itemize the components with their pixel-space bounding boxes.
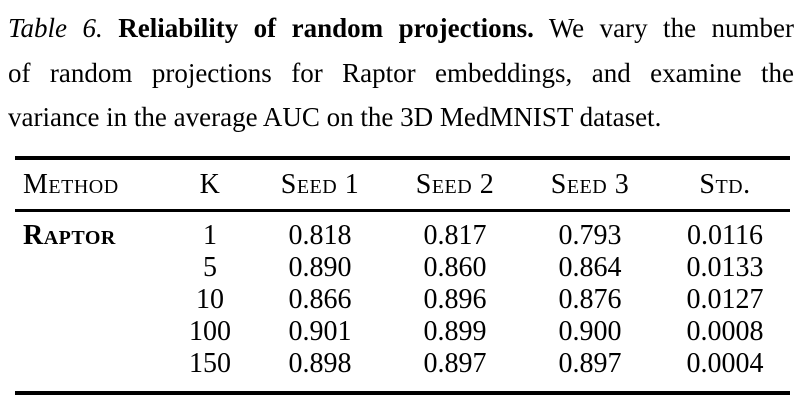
cell-std: 0.0004: [686, 348, 764, 379]
table-caption: Table 6. Reliability of random projectio…: [8, 6, 794, 140]
cell-seed3: 0.900: [558, 316, 622, 347]
cell-std: 0.0116: [687, 220, 763, 251]
cell-seed3: 0.876: [558, 284, 622, 315]
caption-text-start: We vary the number: [548, 13, 794, 43]
cell-std: 0.0133: [686, 252, 764, 283]
table-row: 5 0.890 0.860 0.864 0.0133: [15, 252, 790, 284]
cell-seed2: 0.817: [423, 220, 487, 251]
cell-k: 1: [203, 220, 217, 251]
table-row: 10 0.866 0.896 0.876 0.0127: [15, 284, 790, 316]
cell-method: [15, 252, 170, 284]
cell-method: Raptor: [23, 220, 116, 251]
table-row: Raptor 1 0.818 0.817 0.793 0.0116: [15, 211, 790, 253]
cell-std: 0.0008: [686, 316, 764, 347]
header-row: Method K Seed 1 Seed 2 Seed 3 Std.: [15, 156, 790, 212]
cell-seed3: 0.793: [558, 220, 622, 251]
cell-seed2: 0.860: [423, 252, 487, 283]
header-cell-seed1: Seed 1: [250, 156, 390, 212]
header-cell-seed3: Seed 3: [520, 156, 660, 212]
header-cell-method: Method: [15, 156, 170, 212]
cell-method: [15, 284, 170, 316]
cell-k: 10: [196, 284, 224, 315]
cell-seed1: 0.890: [288, 252, 352, 283]
results-table: Method K Seed 1 Seed 2 Seed 3 Std. Rapto…: [15, 156, 790, 395]
caption-line-2: of random projections for Raptor embeddi…: [8, 57, 794, 88]
cell-k: 5: [203, 252, 217, 283]
table-row: 100 0.901 0.899 0.900 0.0008: [15, 316, 790, 348]
header-cell-seed2: Seed 2: [390, 156, 520, 212]
table-row: 150 0.898 0.897 0.897 0.0004: [15, 348, 790, 393]
cell-seed1: 0.898: [288, 348, 352, 379]
cell-k: 100: [189, 316, 231, 347]
caption-line-1: Table 6. Reliability of random projectio…: [8, 6, 794, 51]
cell-seed1: 0.866: [288, 284, 352, 315]
cell-seed2: 0.896: [423, 284, 487, 315]
header-cell-std: Std.: [660, 156, 790, 212]
cell-method: [15, 316, 170, 348]
cell-seed3: 0.864: [558, 252, 622, 283]
cell-seed1: 0.901: [288, 316, 352, 347]
cell-seed2: 0.899: [423, 316, 487, 347]
cell-seed3: 0.897: [558, 348, 622, 379]
cell-std: 0.0127: [686, 284, 764, 315]
caption-line-3: variance in the average AUC on the 3D Me…: [8, 102, 662, 132]
caption-table-number: Table 6.: [8, 13, 103, 43]
cell-method: [15, 348, 170, 393]
header-cell-k: K: [170, 156, 250, 212]
caption-title: Reliability of random projections.: [118, 13, 534, 43]
cell-seed1: 0.818: [288, 220, 352, 251]
cell-seed2: 0.897: [423, 348, 487, 379]
cell-k: 150: [189, 348, 231, 379]
